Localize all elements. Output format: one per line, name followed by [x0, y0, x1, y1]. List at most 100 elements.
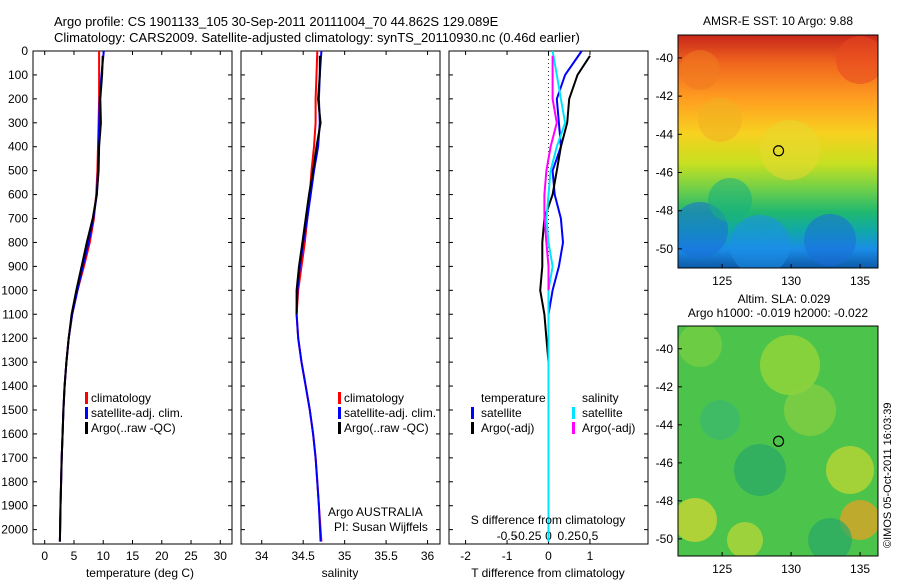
sst-texture [708, 178, 752, 222]
top-x-tick-label: 0.5 [582, 529, 599, 543]
temperature-panel: 0 5 10 15 20 25 30 [41, 50, 228, 563]
sst-map-title: AMSR-E SST: 10 Argo: 9.88 [703, 14, 853, 28]
series-argo [58, 55, 104, 542]
legend-header-temperature: temperature [481, 391, 546, 405]
legend-label-s-satellite: satellite [582, 406, 623, 420]
legend-swatch-satellite [338, 407, 341, 419]
sst-map-frame [677, 34, 879, 269]
top-x-tick-label: -0.25 [514, 529, 542, 543]
sla-texture [734, 444, 786, 496]
salinity-annotation-line2: PI: Susan Wijffels [334, 520, 428, 534]
depth-tick-label: 1000 [1, 283, 28, 297]
map-x-tick-label: 130 [781, 562, 801, 576]
series-argo [295, 55, 322, 315]
legend-label-t-argo: Argo(-adj) [481, 421, 534, 435]
depth-tick-label: 1400 [1, 379, 28, 393]
x-tick-label: 0 [41, 549, 48, 563]
depth-tick-label: 1700 [1, 451, 28, 465]
depth-tick-label: 300 [8, 116, 28, 130]
salinity-panel: 34 34.5 35 35.5 36 [255, 50, 435, 563]
sla-texture [826, 446, 874, 494]
legend-label-argo: Argo(..raw -QC) [344, 421, 429, 435]
series-s-argo [543, 55, 558, 291]
sla-texture [678, 326, 722, 367]
temperature-panel-frame [32, 50, 233, 545]
map-x-tick-label: 125 [712, 274, 732, 288]
sst-texture [804, 214, 856, 266]
depth-tick-label: 1100 [2, 307, 28, 321]
legend-swatch-argo [338, 422, 341, 434]
sst-texture [698, 98, 742, 142]
x-tick-label: -2 [460, 549, 471, 563]
legend-swatch-argo [85, 422, 88, 434]
legend-label-s-argo: Argo(-adj) [582, 421, 635, 435]
sla-texture [808, 518, 852, 556]
map-y-tick-label: -48 [656, 494, 674, 508]
map-y-tick-label: -48 [656, 204, 674, 218]
legend-header-salinity: salinity [582, 391, 619, 405]
map-y-tick-label: -46 [656, 456, 674, 470]
depth-tick-label: 700 [8, 212, 28, 226]
map-y-tick-label: -44 [656, 418, 674, 432]
sla-heatmap [678, 326, 878, 556]
legend-swatch-climatology [338, 392, 341, 404]
top-x-tick-label: -0.5 [497, 529, 518, 543]
x-tick-label: 20 [155, 549, 169, 563]
title-line1: Argo profile: CS 1901133_105 30-Sep-2011… [54, 14, 499, 29]
imos-timestamp: ©IMOS 05-Oct-2011 16:03:39 [882, 403, 894, 548]
map-x-tick-label: 135 [850, 274, 870, 288]
title-line2: Climatology: CARS2009. Satellite-adjuste… [54, 30, 580, 45]
sla-map-frame [677, 325, 879, 557]
salinity-legend: climatology satellite-adj. clim. Argo(..… [338, 391, 436, 435]
legend-label-t-satellite: satellite [481, 406, 522, 420]
sla-texture [700, 400, 740, 440]
map-y-tick-label: -50 [656, 532, 674, 546]
x-tick-label: 34 [255, 549, 269, 563]
depth-tick-label: 1600 [1, 427, 28, 441]
depth-tick-label: 800 [8, 235, 28, 249]
map-x-tick-label: 135 [850, 562, 870, 576]
map-x-tick-label: 125 [712, 562, 732, 576]
x-tick-label: 0 [545, 549, 552, 563]
x-tick-label: 10 [97, 549, 111, 563]
depth-tick-label: 500 [8, 164, 28, 178]
legend-label-climatology: climatology [344, 391, 404, 405]
x-tick-label: 1 [587, 549, 594, 563]
depth-tick-label: 400 [8, 140, 28, 154]
x-tick-label: 25 [184, 549, 198, 563]
x-tick-label: 36 [421, 549, 435, 563]
series-satellite [58, 50, 105, 542]
depth-tick-label: 1800 [1, 475, 28, 489]
sla-texture [727, 522, 763, 556]
difference-xlabel-top: S difference from climatology [471, 513, 626, 527]
sla-texture [784, 384, 836, 436]
salinity-panel-frame [240, 50, 441, 545]
depth-tick-label: 200 [8, 92, 28, 106]
sla-map-title-line1: Altim. SLA: 0.029 [738, 292, 831, 306]
depth-tick-label: 100 [8, 68, 28, 82]
map-y-tick-label: -42 [656, 380, 674, 394]
argo-location-marker [772, 435, 785, 447]
depth-tick-label: 1500 [1, 403, 28, 417]
sla-texture [678, 498, 717, 542]
depth-tick-label: 1200 [1, 331, 28, 345]
x-tick-label: -1 [502, 549, 513, 563]
depth-tick-label: 0 [21, 44, 28, 58]
depth-tick-label: 1300 [1, 355, 28, 369]
x-tick-label: 5 [71, 549, 78, 563]
sla-map-axes: 125 130 135 -40 -42 -44 -46 -48 -50 [656, 342, 871, 576]
depth-tick-label: 600 [8, 188, 28, 202]
legend-label-satellite: satellite-adj. clim. [344, 406, 436, 420]
sst-texture [730, 215, 790, 268]
legend-swatch-s-argo [572, 422, 575, 434]
sst-texture [680, 50, 720, 90]
map-y-tick-label: -40 [656, 51, 674, 65]
difference-panel: -2 -1 0 1-0.5-0.25 0 0.25 0.5 [460, 50, 599, 563]
temperature-xlabel: temperature (deg C) [86, 566, 194, 580]
x-tick-label: 30 [214, 549, 228, 563]
x-tick-label: 35 [338, 549, 352, 563]
legend-swatch-t-argo [471, 422, 474, 434]
salinity-annotation-line1: Argo AUSTRALIA [328, 505, 423, 519]
depth-tick-label: 900 [8, 259, 28, 273]
sst-texture [760, 120, 820, 180]
